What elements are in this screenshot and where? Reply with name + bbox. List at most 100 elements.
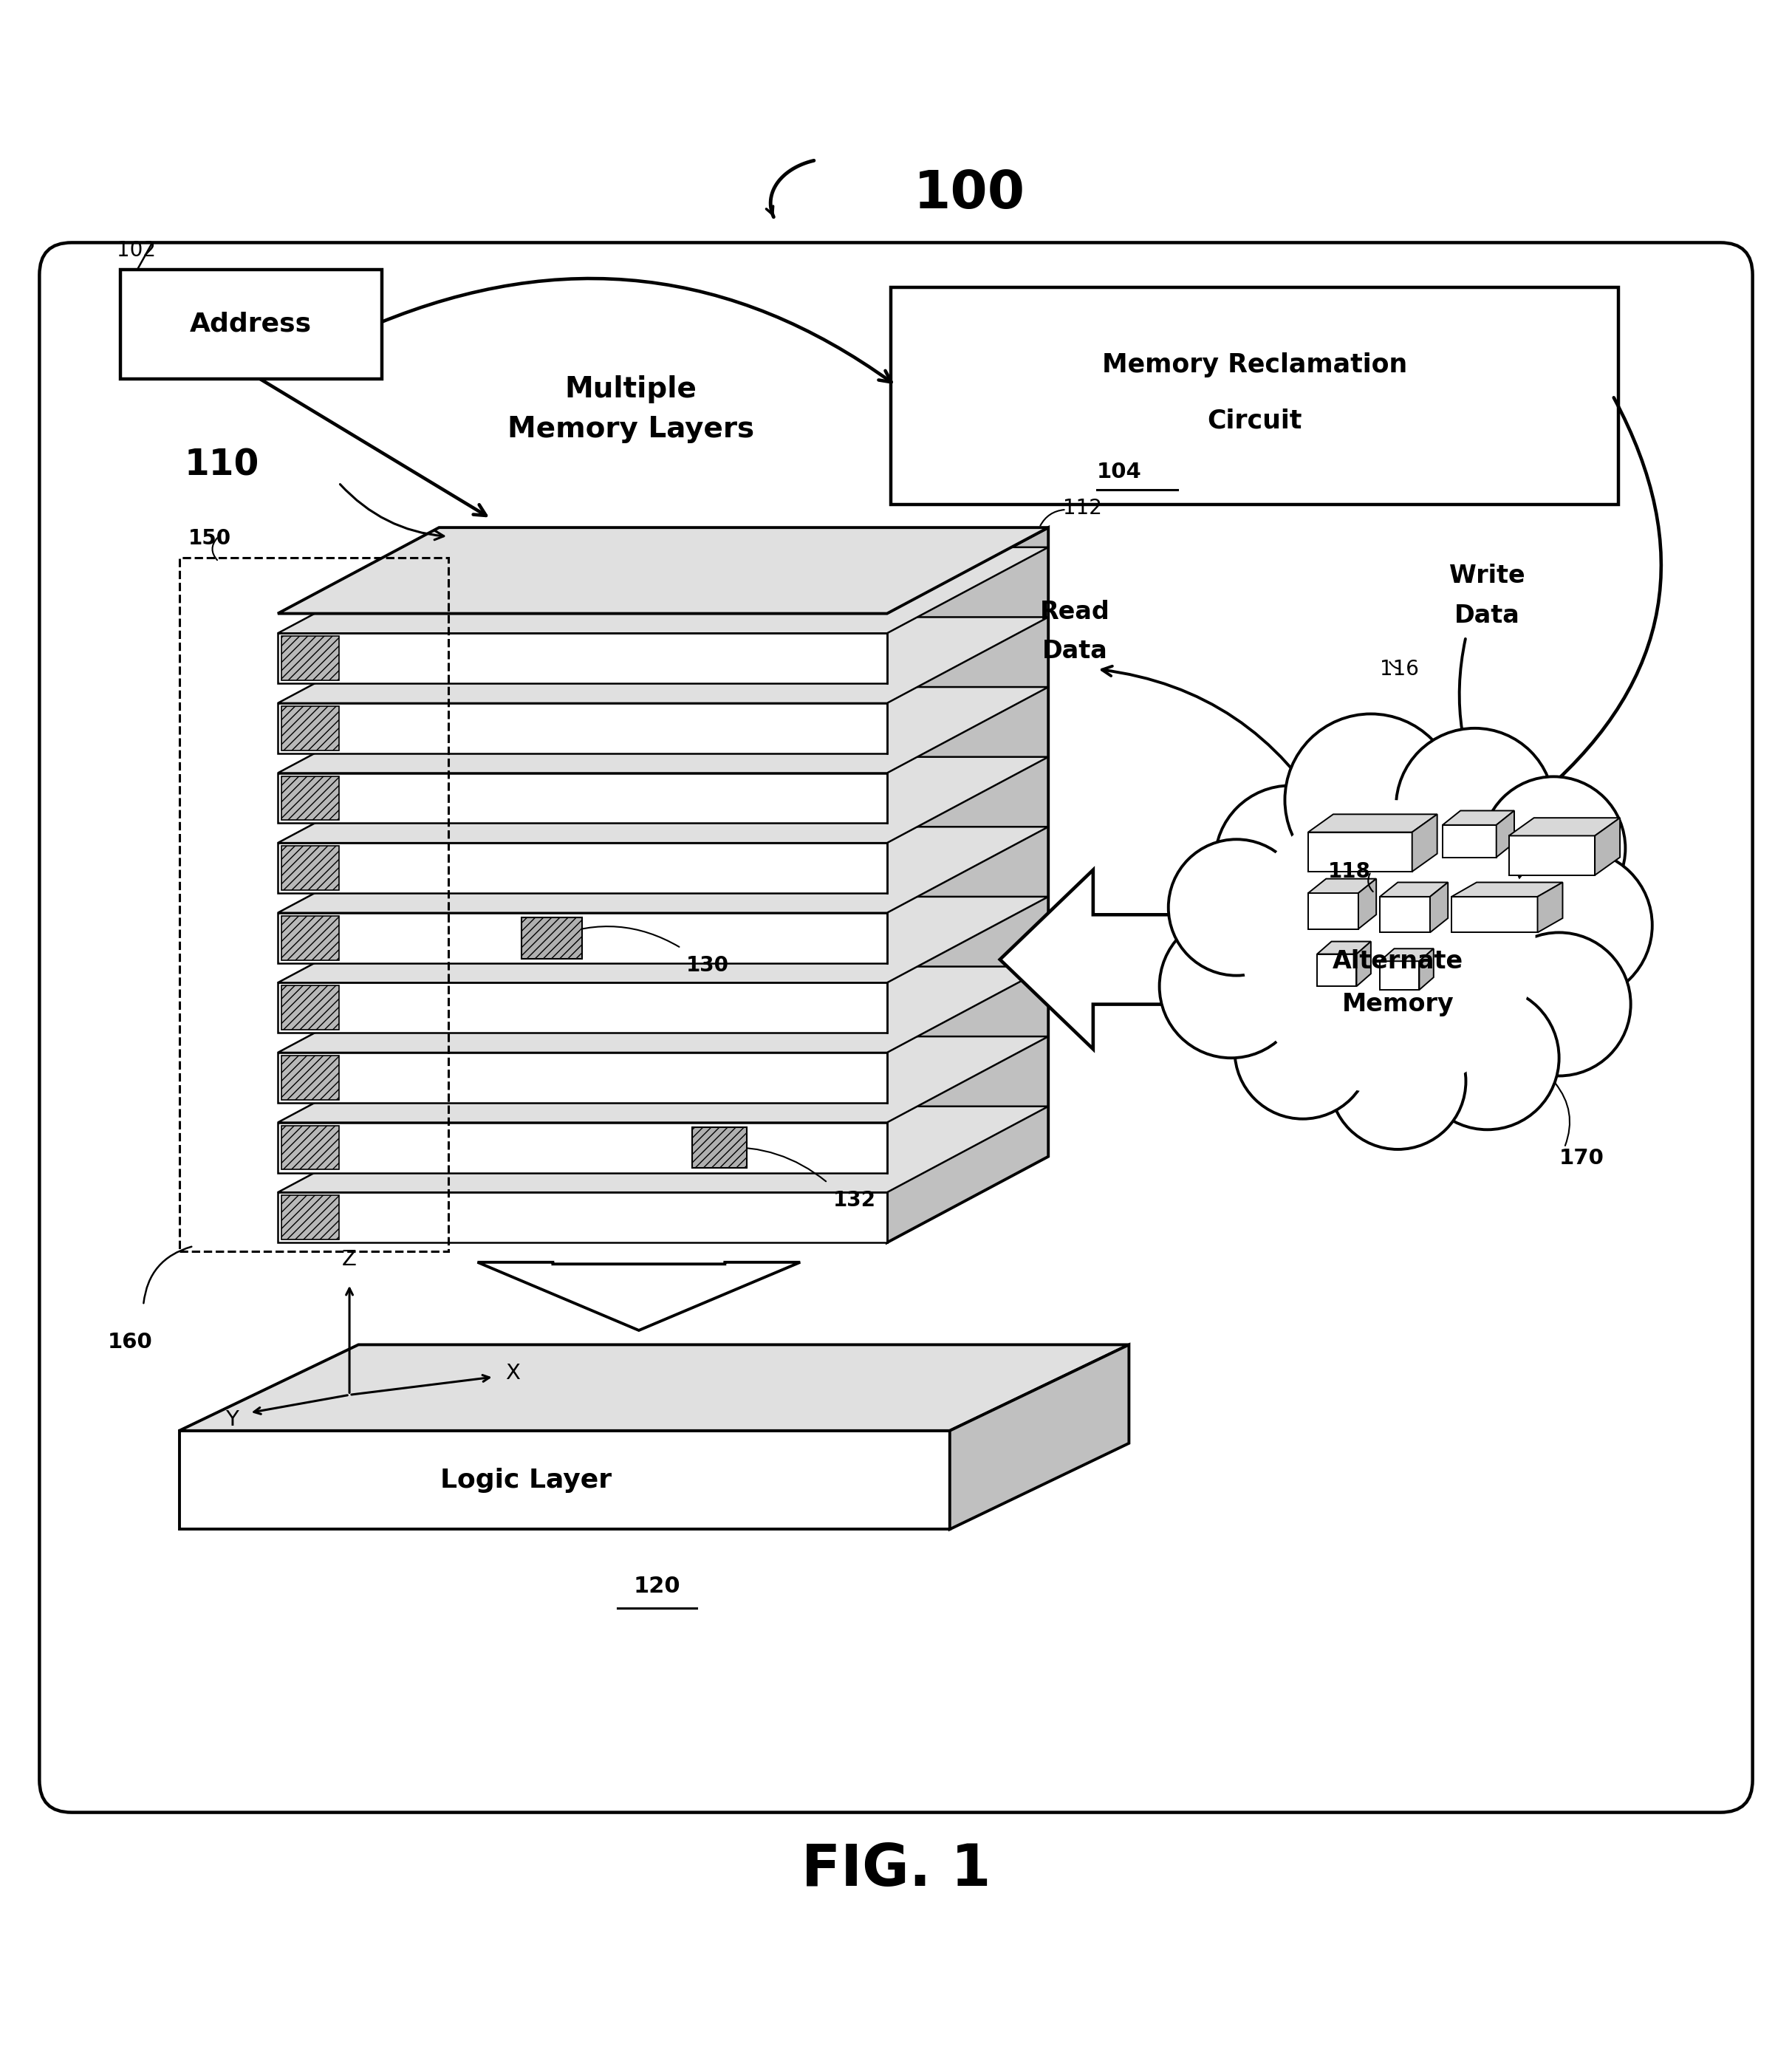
Polygon shape xyxy=(281,777,339,820)
Text: Memory Layers: Memory Layers xyxy=(507,415,754,444)
Polygon shape xyxy=(692,1126,747,1167)
Polygon shape xyxy=(1430,882,1448,933)
Polygon shape xyxy=(278,966,1048,1052)
Text: 150: 150 xyxy=(188,528,231,549)
Circle shape xyxy=(1215,785,1366,937)
Polygon shape xyxy=(281,986,339,1030)
Text: Z: Z xyxy=(342,1249,357,1270)
Polygon shape xyxy=(1595,818,1620,875)
Polygon shape xyxy=(1380,949,1434,962)
Polygon shape xyxy=(1412,814,1437,871)
Text: 120: 120 xyxy=(633,1576,681,1597)
Circle shape xyxy=(1502,851,1652,1001)
Circle shape xyxy=(1396,727,1554,886)
Text: Memory Reclamation: Memory Reclamation xyxy=(1102,351,1407,378)
Polygon shape xyxy=(887,528,1048,1243)
Text: 100: 100 xyxy=(914,169,1025,220)
Text: Y: Y xyxy=(226,1410,238,1430)
Polygon shape xyxy=(1308,880,1376,894)
Polygon shape xyxy=(1509,836,1595,875)
Text: 110: 110 xyxy=(185,448,260,483)
Circle shape xyxy=(1487,933,1631,1077)
Polygon shape xyxy=(278,773,887,824)
Text: 160: 160 xyxy=(108,1332,152,1352)
Polygon shape xyxy=(1358,880,1376,929)
Text: 112: 112 xyxy=(1063,497,1102,518)
Text: Data: Data xyxy=(1043,639,1107,664)
Polygon shape xyxy=(1443,810,1514,824)
Polygon shape xyxy=(278,1192,887,1243)
Text: 118: 118 xyxy=(1328,861,1371,882)
Polygon shape xyxy=(278,633,887,684)
Polygon shape xyxy=(278,896,1048,982)
Polygon shape xyxy=(278,1036,1048,1122)
Polygon shape xyxy=(278,912,887,964)
Text: Logic Layer: Logic Layer xyxy=(441,1467,611,1492)
Text: Data: Data xyxy=(1455,604,1520,627)
Polygon shape xyxy=(278,826,1048,912)
Circle shape xyxy=(1235,982,1371,1118)
Polygon shape xyxy=(1380,962,1419,991)
Polygon shape xyxy=(1452,882,1563,896)
Polygon shape xyxy=(1308,814,1437,832)
Polygon shape xyxy=(179,1430,950,1529)
Circle shape xyxy=(1482,777,1625,921)
Text: 130: 130 xyxy=(686,956,729,976)
Polygon shape xyxy=(281,707,339,750)
Circle shape xyxy=(1416,986,1559,1130)
Polygon shape xyxy=(281,917,339,960)
Polygon shape xyxy=(1419,949,1434,991)
FancyBboxPatch shape xyxy=(39,242,1753,1813)
Text: Address: Address xyxy=(190,312,312,337)
Polygon shape xyxy=(1380,882,1448,896)
Text: Multiple: Multiple xyxy=(564,376,697,403)
Polygon shape xyxy=(281,1056,339,1099)
FancyBboxPatch shape xyxy=(891,288,1618,503)
Circle shape xyxy=(1168,838,1305,976)
Text: Write: Write xyxy=(1450,563,1525,588)
Text: 114: 114 xyxy=(1380,791,1419,812)
Polygon shape xyxy=(278,686,1048,773)
Circle shape xyxy=(1242,799,1536,1093)
Polygon shape xyxy=(179,1344,1129,1430)
Circle shape xyxy=(1231,789,1546,1104)
Polygon shape xyxy=(521,917,582,958)
Text: FIG. 1: FIG. 1 xyxy=(801,1841,991,1899)
Text: 170: 170 xyxy=(1559,1149,1604,1169)
Polygon shape xyxy=(1308,832,1412,871)
Polygon shape xyxy=(1380,896,1430,933)
Polygon shape xyxy=(278,1122,887,1173)
Polygon shape xyxy=(1317,941,1371,954)
Text: Circuit: Circuit xyxy=(1208,409,1301,434)
Polygon shape xyxy=(1443,824,1496,857)
FancyBboxPatch shape xyxy=(120,269,382,378)
Text: 132: 132 xyxy=(833,1190,876,1210)
Text: 102: 102 xyxy=(116,240,156,261)
Polygon shape xyxy=(278,756,1048,843)
Circle shape xyxy=(1330,1013,1466,1149)
Polygon shape xyxy=(278,1052,887,1104)
Polygon shape xyxy=(278,1106,1048,1192)
Text: 116: 116 xyxy=(1380,660,1419,680)
Polygon shape xyxy=(1538,882,1563,933)
Text: 104: 104 xyxy=(1097,462,1142,483)
Circle shape xyxy=(1285,713,1457,886)
Polygon shape xyxy=(278,982,887,1034)
Circle shape xyxy=(1159,914,1303,1058)
Polygon shape xyxy=(281,847,339,890)
Polygon shape xyxy=(1317,954,1357,986)
Text: Memory: Memory xyxy=(1342,993,1453,1017)
Polygon shape xyxy=(278,547,1048,633)
Text: Read: Read xyxy=(1039,600,1111,625)
Polygon shape xyxy=(1357,941,1371,986)
Polygon shape xyxy=(281,1126,339,1169)
Polygon shape xyxy=(281,637,339,680)
Polygon shape xyxy=(1452,896,1538,933)
Text: Alternate: Alternate xyxy=(1331,949,1464,974)
Polygon shape xyxy=(1308,894,1358,929)
Polygon shape xyxy=(478,1262,799,1330)
Polygon shape xyxy=(950,1344,1129,1529)
Polygon shape xyxy=(278,528,1048,614)
Polygon shape xyxy=(278,703,887,754)
Polygon shape xyxy=(278,843,887,894)
